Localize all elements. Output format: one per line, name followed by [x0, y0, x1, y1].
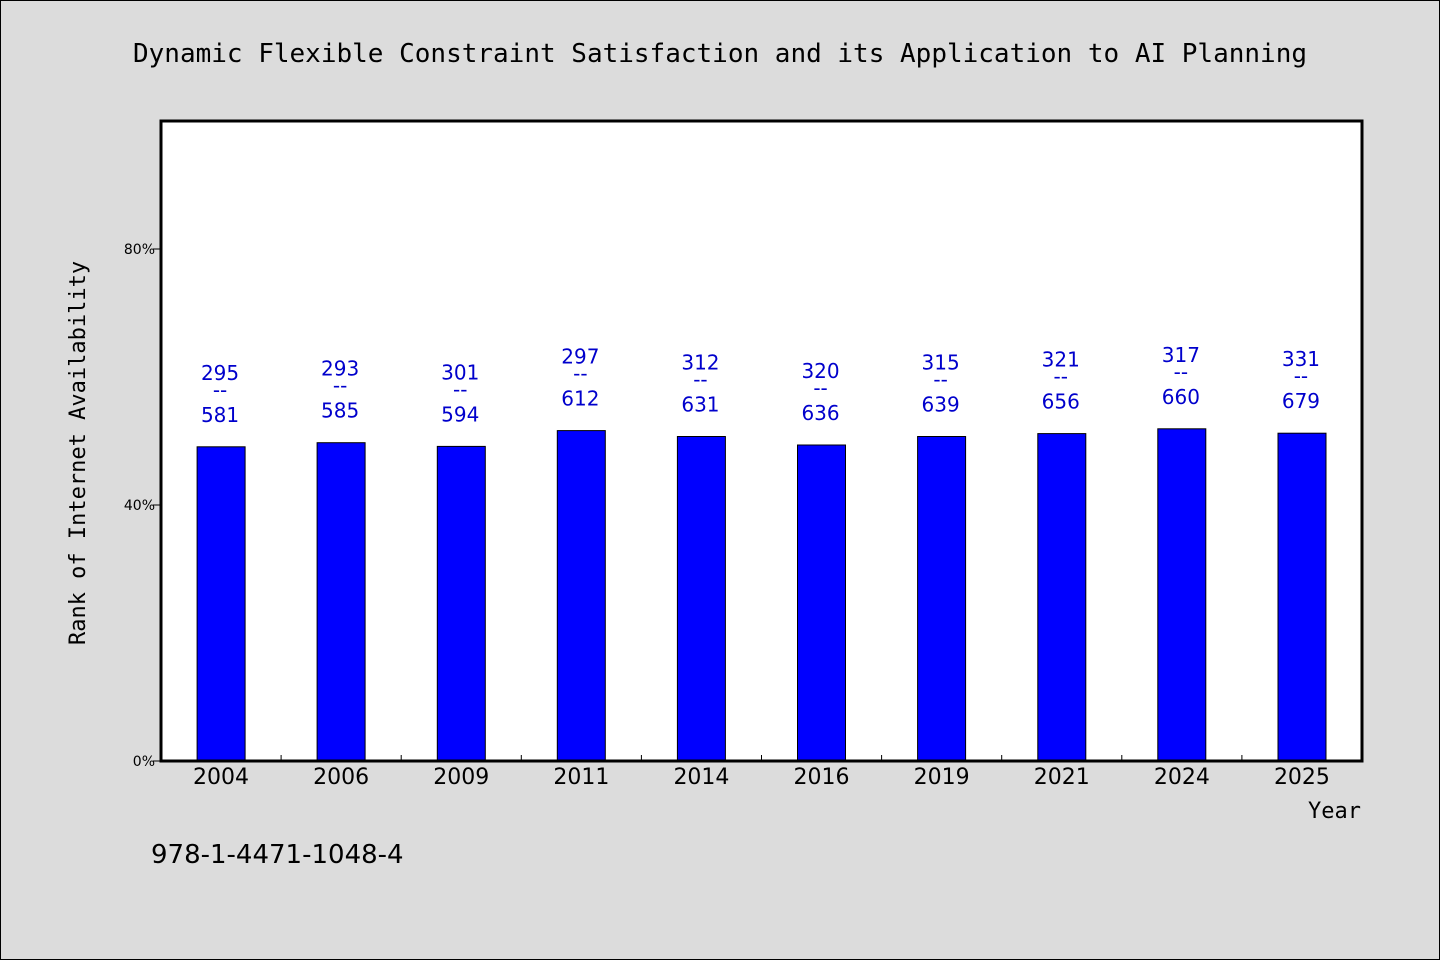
bar-label-top-2021: 321: [1042, 348, 1080, 372]
bar-label-top-2019: 315: [922, 351, 960, 375]
x-tick-label-2014: 2014: [673, 765, 729, 790]
bar-2025: [1277, 432, 1327, 762]
chart-title: Dynamic Flexible Constraint Satisfaction…: [133, 39, 1307, 69]
x-tick-label-2011: 2011: [553, 765, 609, 790]
x-tick-label-2016: 2016: [794, 765, 850, 790]
bar-2009: [436, 445, 486, 762]
bar-label-sep-2011: --: [573, 362, 587, 386]
x-tick-label-2025: 2025: [1274, 765, 1330, 790]
bar-label-bottom-2025: 679: [1282, 389, 1320, 413]
bar-label-bottom-2016: 636: [801, 401, 839, 425]
bar-label-sep-2019: --: [933, 368, 947, 392]
bar-labels-group: 295--581293--585301--594297--612312--631…: [201, 343, 1320, 427]
bar-label-top-2014: 312: [681, 351, 719, 375]
bar-label-sep-2004: --: [213, 378, 227, 402]
footnote-isbn: 978-1-4471-1048-4: [151, 840, 404, 870]
bar-label-bottom-2009: 594: [441, 402, 479, 426]
x-tick-label-2019: 2019: [914, 765, 970, 790]
bar-label-bottom-2024: 660: [1162, 385, 1200, 409]
bar-label-bottom-2011: 612: [561, 387, 599, 411]
bar-2019: [917, 436, 967, 762]
bar-2016: [797, 444, 846, 762]
bar-label-sep-2016: --: [813, 376, 827, 400]
bar-label-sep-2006: --: [333, 374, 347, 398]
bar-label-top-2006: 293: [321, 357, 359, 381]
bar-label-bottom-2021: 656: [1042, 390, 1080, 414]
bar-label-top-2009: 301: [441, 360, 479, 384]
bar-2014: [676, 436, 726, 762]
bar-label-sep-2009: --: [453, 377, 467, 401]
x-tick-label-2009: 2009: [433, 765, 489, 790]
bar-label-sep-2025: --: [1294, 364, 1308, 388]
y-tick-label: 0%: [133, 754, 155, 770]
bar-label-top-2025: 331: [1282, 347, 1320, 371]
bar-2004: [196, 446, 246, 762]
bar-label-top-2024: 317: [1162, 343, 1200, 367]
bar-label-top-2004: 295: [201, 361, 239, 385]
bar-label-top-2016: 320: [801, 359, 839, 383]
bar-label-bottom-2004: 581: [201, 403, 239, 427]
x-tick-label-2004: 2004: [193, 765, 249, 790]
x-tick-label-2024: 2024: [1154, 765, 1210, 790]
bar-label-bottom-2019: 639: [922, 393, 960, 417]
x-axis-title: Year: [1308, 799, 1361, 824]
x-tick-label-2006: 2006: [313, 765, 369, 790]
y-tick-label: 80%: [124, 242, 155, 258]
bar-label-sep-2021: --: [1054, 365, 1068, 389]
x-axis: 2004 2006 2009 2011 2014 2016 2019 2021 2024 2025: [193, 755, 1330, 790]
bar-label-sep-2014: --: [693, 368, 707, 392]
x-tick-label-2021: 2021: [1034, 765, 1090, 790]
bar-label-sep-2024: --: [1174, 360, 1188, 384]
bar-2011: [556, 430, 606, 762]
bar-2024: [1157, 428, 1207, 762]
y-axis-title: Rank of Internet Availability: [66, 261, 91, 645]
plot-border: [159, 119, 1364, 763]
bar-2021: [1037, 433, 1087, 762]
y-axis: 0% 40% 80%: [124, 242, 161, 770]
bar-label-bottom-2006: 585: [321, 399, 359, 423]
bar-2006: [316, 442, 366, 762]
y-tick-label: 40%: [124, 498, 155, 514]
bars-group: [196, 428, 1327, 762]
bar-label-bottom-2014: 631: [681, 393, 719, 417]
bar-label-top-2011: 297: [561, 345, 599, 369]
